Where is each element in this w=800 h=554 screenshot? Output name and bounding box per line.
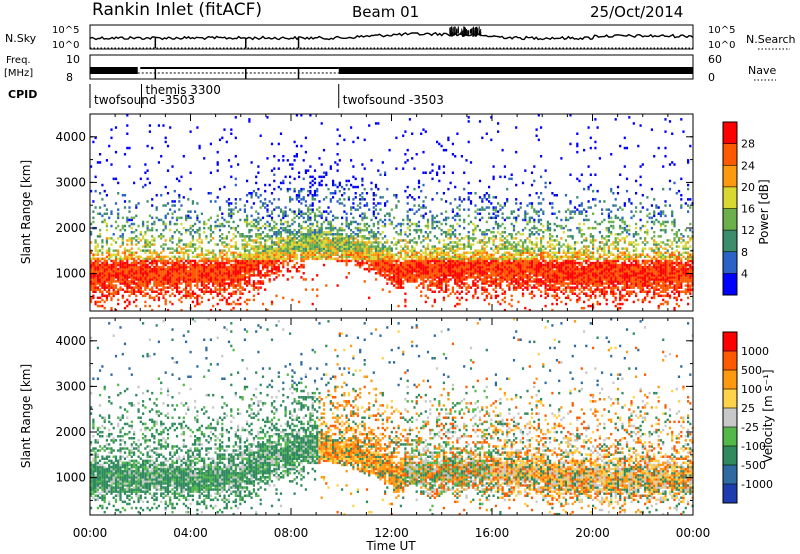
colorbar-swatch: [723, 273, 737, 296]
y-tick-label: 2000: [55, 221, 86, 235]
colorbar-swatch: [723, 484, 737, 504]
y-tick-label: 4000: [55, 130, 86, 144]
velocity-colorbar-label: Velocity [m s⁻¹]: [761, 369, 775, 462]
freq-tick-top: 10: [66, 53, 80, 66]
colorbar-swatch: [723, 427, 737, 447]
beam-title: Beam 01: [352, 3, 419, 21]
cpid-segment-label: themis 3300: [146, 83, 221, 97]
colorbar-tick-label: 12: [741, 224, 755, 237]
colorbar-swatch: [723, 230, 737, 253]
cpid-label: CPID: [8, 88, 37, 101]
freq-unit-label: [MHz]: [4, 68, 33, 79]
colorbar-tick-label: 4: [741, 267, 748, 280]
colorbar-swatch: [723, 446, 737, 466]
power-colorbar: 4 8 12 16 20 24 28: [722, 121, 755, 296]
y-tick-label: 1000: [55, 267, 86, 281]
colorbar-swatch: [723, 143, 737, 166]
date-title: 25/Oct/2014: [590, 3, 683, 21]
colorbar-tick-label: 25: [741, 402, 755, 415]
freq-label: Freq.: [6, 55, 31, 66]
x-tick-label: 00:00: [73, 526, 108, 540]
station-title: Rankin Inlet (fitACF): [92, 0, 262, 20]
x-tick-label: 12:00: [374, 526, 409, 540]
velocity-scatter-cells: [90, 318, 694, 516]
nave-tick-bottom: 0: [708, 71, 715, 84]
y-tick-label: 3000: [55, 175, 86, 189]
nsearch-tick-top: 10^5: [708, 25, 735, 36]
colorbar-tick-label: 1000: [741, 345, 769, 358]
colorbar-swatch: [723, 122, 737, 144]
x-tick-label: 16:00: [475, 526, 510, 540]
colorbar-swatch: [723, 351, 737, 371]
cpid-segment-label: twofsound -3503: [94, 93, 195, 107]
velocity-colorbar: 1000 500 100 25 -25 -100 -500 -1000: [722, 331, 773, 504]
power-axes: 1000 2000 3000 4000: [55, 114, 694, 311]
colorbar-swatch: [723, 465, 737, 485]
power-colorbar-label: Power [dB]: [757, 179, 771, 244]
colorbar-tick-label: 100: [741, 383, 762, 396]
colorbar-swatch: [723, 370, 737, 390]
freq-trace: [90, 67, 693, 79]
y-tick-label: 2000: [55, 425, 86, 439]
nave-label: Nave: [748, 64, 776, 77]
velocity-axes: 1000 2000 3000 4000: [55, 318, 694, 515]
colorbar-swatch: [723, 332, 737, 352]
nsky-label: N.Sky: [5, 32, 37, 45]
colorbar-swatch: [723, 389, 737, 409]
time-axis-ticks: 00:00 04:00 08:00 12:00 16:00 20:00 00:00: [73, 526, 711, 540]
x-tick-label: 08:00: [274, 526, 309, 540]
colorbar-swatch: [723, 408, 737, 428]
time-axis-label: Time UT: [365, 539, 416, 553]
colorbar-tick-label: 28: [741, 138, 755, 151]
nsearch-tick-bottom: 10^0: [708, 40, 735, 51]
colorbar-swatch: [723, 186, 737, 209]
colorbar-tick-label: 16: [741, 203, 755, 216]
y-tick-label: 3000: [55, 379, 86, 393]
colorbar-tick-label: 24: [741, 159, 755, 172]
nave-tick-top: 60: [708, 53, 722, 66]
y-tick-label: 4000: [55, 334, 86, 348]
colorbar-swatch: [723, 165, 737, 188]
colorbar-swatch: [723, 208, 737, 231]
nsky-tick-top: 10^5: [52, 25, 79, 36]
nsky-tick-bottom: 10^0: [52, 40, 79, 51]
velocity-ylabel: Slant Range [km]: [19, 364, 33, 468]
colorbar-tick-label: 8: [741, 246, 748, 259]
power-scatter-cells: [90, 114, 694, 312]
colorbar-swatch: [723, 251, 737, 274]
colorbar-tick-label: -500: [741, 459, 766, 472]
colorbar-tick-label: 500: [741, 364, 762, 377]
y-tick-label: 1000: [55, 471, 86, 485]
x-tick-label: 04:00: [173, 526, 208, 540]
colorbar-tick-label: 20: [741, 181, 755, 194]
nsearch-label: N.Search: [746, 33, 796, 46]
freq-tick-bottom: 8: [66, 71, 73, 84]
colorbar-tick-label: -1000: [741, 478, 773, 491]
power-ylabel: Slant Range [km]: [19, 160, 33, 264]
x-tick-label: 00:00: [676, 526, 711, 540]
nsky-trace: [89, 26, 694, 49]
colorbar-tick-label: -25: [741, 421, 759, 434]
cpid-segment-label: twofsound -3503: [343, 93, 444, 107]
x-tick-label: 20:00: [575, 526, 610, 540]
colorbar-tick-label: -100: [741, 440, 766, 453]
